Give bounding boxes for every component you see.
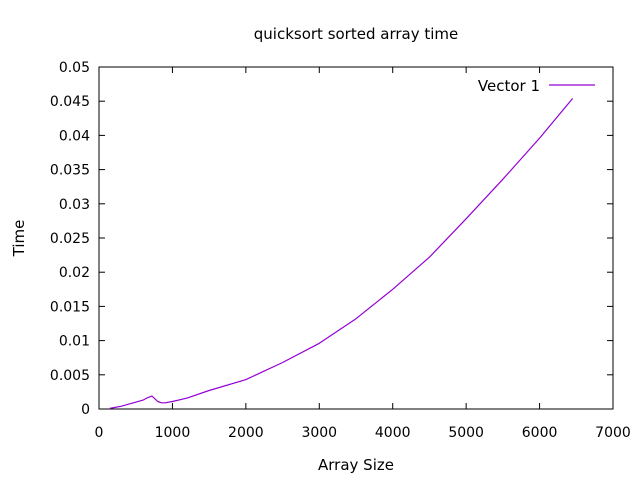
y-tick-label: 0.01: [59, 334, 90, 350]
x-tick-label: 6000: [522, 425, 558, 441]
x-tick-label: 2000: [228, 425, 264, 441]
x-tick-label: 7000: [595, 425, 631, 441]
x-tick-label: 4000: [375, 425, 411, 441]
y-tick-label: 0.025: [50, 231, 90, 247]
x-tick-label: 5000: [448, 425, 484, 441]
axis-ticks: [98, 66, 614, 410]
y-tick-label: 0.005: [50, 368, 90, 384]
y-tick-label: 0.035: [50, 163, 90, 179]
y-tick-label: 0.04: [59, 128, 90, 144]
legend-label-vector-1: Vector 1: [478, 77, 540, 95]
legend: Vector 1: [478, 77, 595, 95]
plot-area: [98, 66, 614, 410]
series-line-vector-1: [109, 98, 574, 409]
x-tick-label: 3000: [301, 425, 337, 441]
y-axis-label: Time: [10, 220, 28, 258]
y-tick-label: 0.02: [59, 265, 90, 281]
x-tick-label: 0: [95, 425, 104, 441]
x-tick-labels: 0 1000 2000 3000 4000 5000 6000 7000: [95, 425, 631, 441]
series-layer: [109, 98, 574, 409]
y-tick-label: 0.05: [59, 60, 90, 76]
y-tick-labels: 0 0.005 0.01 0.015 0.02 0.025 0.03 0.035 0.04 0.0…: [50, 60, 90, 418]
y-tick-label: 0: [81, 402, 90, 418]
x-tick-label: 1000: [155, 425, 191, 441]
x-axis-label: Array Size: [318, 456, 394, 474]
y-tick-label: 0.015: [50, 299, 90, 315]
y-tick-label: 0.03: [59, 197, 90, 213]
chart-title: quicksort sorted array time: [254, 25, 459, 43]
y-tick-label: 0.045: [50, 94, 90, 110]
